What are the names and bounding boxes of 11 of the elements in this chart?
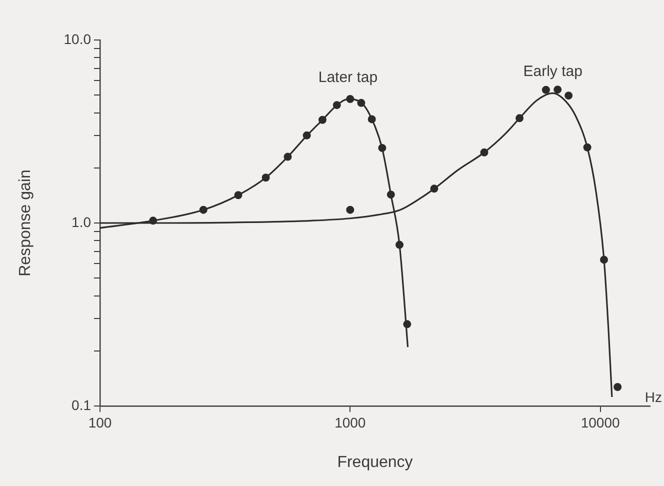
series-label: Later tap xyxy=(318,68,378,86)
annotation: Hz xyxy=(644,388,662,405)
y-tick-label: 1.0 xyxy=(72,214,92,230)
x-tick-label: 1000 xyxy=(334,414,366,430)
y-tick-label: 10.0 xyxy=(64,30,92,47)
x-tick-label: 100 xyxy=(88,414,112,430)
series-label: Early tap xyxy=(523,62,582,80)
x-axis-title: Frequency xyxy=(337,454,413,471)
y-tick-label: 0.1 xyxy=(72,396,92,413)
x-tick-label: 10000 xyxy=(580,414,620,430)
y-axis-title: Response gain xyxy=(17,170,34,276)
